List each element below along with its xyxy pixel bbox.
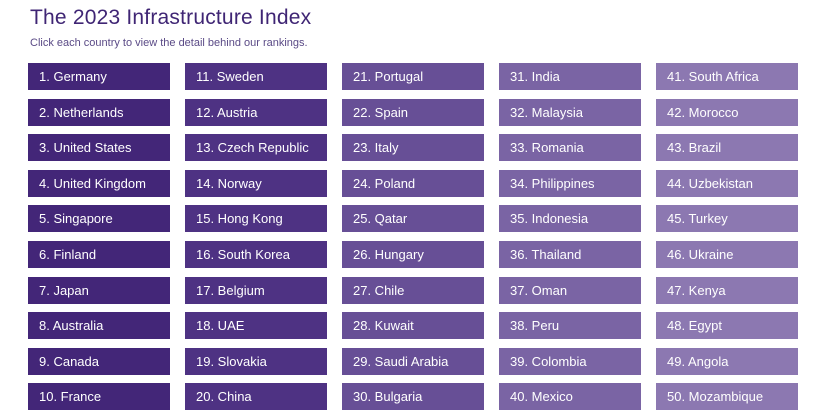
- country-button[interactable]: 3. United States: [28, 134, 170, 162]
- country-button[interactable]: 31. India: [499, 63, 641, 90]
- country-button[interactable]: 14. Norway: [185, 169, 327, 197]
- country-button[interactable]: 16. South Korea: [185, 240, 327, 268]
- country-button[interactable]: 32. Malaysia: [499, 98, 641, 126]
- country-button[interactable]: 34. Philippines: [499, 169, 641, 197]
- country-button[interactable]: 33. Romania: [499, 134, 641, 162]
- country-button[interactable]: 12. Austria: [185, 98, 327, 126]
- country-button[interactable]: 42. Morocco: [656, 98, 798, 126]
- country-button[interactable]: 6. Finland: [28, 240, 170, 268]
- country-button[interactable]: 26. Hungary: [342, 240, 484, 268]
- country-button[interactable]: 49. Angola: [656, 347, 798, 375]
- country-button[interactable]: 23. Italy: [342, 134, 484, 162]
- country-button[interactable]: 18. UAE: [185, 312, 327, 340]
- country-button[interactable]: 40. Mexico: [499, 383, 641, 411]
- country-button[interactable]: 21. Portugal: [342, 63, 484, 90]
- country-button[interactable]: 39. Colombia: [499, 347, 641, 375]
- country-button[interactable]: 8. Australia: [28, 312, 170, 340]
- country-button[interactable]: 44. Uzbekistan: [656, 169, 798, 197]
- country-button[interactable]: 13. Czech Republic: [185, 134, 327, 162]
- country-button[interactable]: 24. Poland: [342, 169, 484, 197]
- country-button[interactable]: 9. Canada: [28, 347, 170, 375]
- country-button[interactable]: 30. Bulgaria: [342, 383, 484, 411]
- country-button[interactable]: 41. South Africa: [656, 63, 798, 90]
- country-button[interactable]: 48. Egypt: [656, 312, 798, 340]
- country-button[interactable]: 25. Qatar: [342, 205, 484, 233]
- country-button[interactable]: 20. China: [185, 383, 327, 411]
- country-button[interactable]: 46. Ukraine: [656, 240, 798, 268]
- country-ranking-grid: 1. Germany 2. Netherlands 3. United States…: [28, 63, 798, 411]
- country-button[interactable]: 17. Belgium: [185, 276, 327, 304]
- country-button[interactable]: 43. Brazil: [656, 134, 798, 162]
- country-button[interactable]: 11. Sweden: [185, 63, 327, 90]
- country-button[interactable]: 50. Mozambique: [656, 383, 798, 411]
- country-button[interactable]: 36. Thailand: [499, 240, 641, 268]
- country-button[interactable]: 29. Saudi Arabia: [342, 347, 484, 375]
- page-subtitle: Click each country to view the detail be…: [30, 37, 308, 49]
- country-button[interactable]: 27. Chile: [342, 276, 484, 304]
- country-button[interactable]: 7. Japan: [28, 276, 170, 304]
- country-button[interactable]: 47. Kenya: [656, 276, 798, 304]
- country-button[interactable]: 2. Netherlands: [28, 98, 170, 126]
- country-button[interactable]: 28. Kuwait: [342, 312, 484, 340]
- country-button[interactable]: 10. France: [28, 383, 170, 411]
- country-button[interactable]: 15. Hong Kong: [185, 205, 327, 233]
- country-button[interactable]: 1. Germany: [28, 63, 170, 90]
- country-button[interactable]: 4. United Kingdom: [28, 169, 170, 197]
- country-button[interactable]: 45. Turkey: [656, 205, 798, 233]
- page-title: The 2023 Infrastructure Index: [30, 6, 312, 29]
- country-button[interactable]: 22. Spain: [342, 98, 484, 126]
- country-button[interactable]: 38. Peru: [499, 312, 641, 340]
- country-button[interactable]: 5. Singapore: [28, 205, 170, 233]
- country-button[interactable]: 19. Slovakia: [185, 347, 327, 375]
- country-button[interactable]: 37. Oman: [499, 276, 641, 304]
- country-button[interactable]: 35. Indonesia: [499, 205, 641, 233]
